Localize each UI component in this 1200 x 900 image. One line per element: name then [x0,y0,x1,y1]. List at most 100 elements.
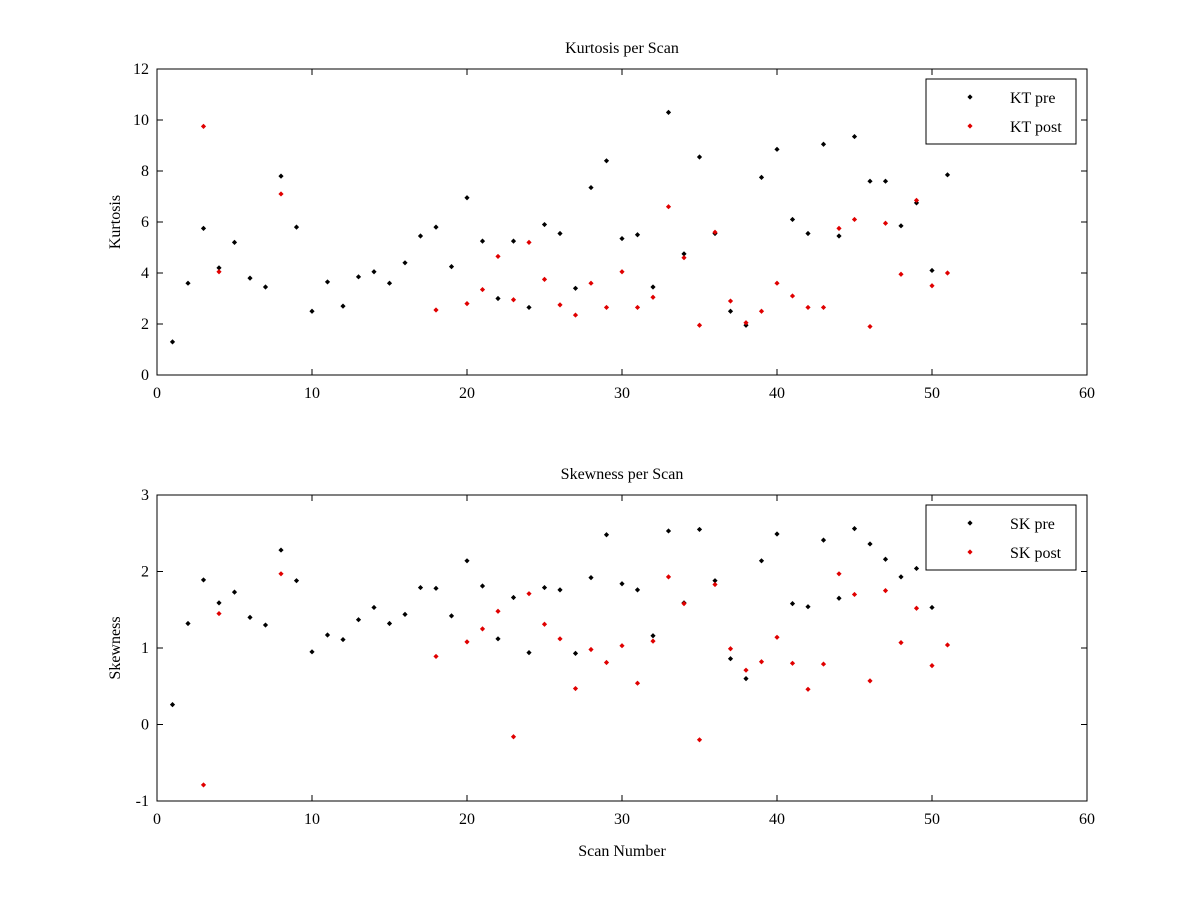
y-axis-label: Skewness [107,616,124,679]
data-point [805,304,811,311]
data-point [340,636,346,643]
data-point [572,685,579,692]
data-point [293,224,300,230]
data-point [696,154,703,160]
data-point [665,574,672,580]
x-tick-label: 30 [614,385,630,402]
data-point [603,158,610,164]
data-point [200,225,207,231]
data-point [743,667,749,673]
data-point [541,621,548,627]
data-point [851,133,858,140]
data-point [340,303,346,309]
data-point [417,584,424,591]
legend-label: KT pre [1010,90,1055,107]
data-point [681,601,687,607]
legend-marker [967,549,973,555]
data-point [526,239,532,245]
series-1 [169,526,935,708]
data-point [588,184,594,191]
data-point [944,270,951,276]
data-point [588,280,594,286]
data-point [200,123,207,129]
data-point [247,275,253,281]
legend-label: KT post [1010,119,1062,136]
legend-marker [967,520,973,526]
data-point [836,595,842,601]
data-point [278,547,284,553]
data-point [743,320,749,326]
data-point [371,269,377,275]
data-point [479,583,486,589]
data-point [851,216,858,223]
data-point [898,271,904,277]
data-point [820,661,827,667]
data-point [216,269,222,275]
data-point [650,294,656,300]
x-tick-label: 30 [614,811,630,828]
data-point [634,232,641,238]
data-point [495,636,501,642]
data-point [913,197,920,203]
data-point [433,224,439,230]
data-point [448,613,455,619]
data-point [216,600,222,606]
legend-marker [967,94,973,100]
series-2 [200,571,951,788]
data-point [774,280,780,286]
x-tick-label: 10 [304,811,320,828]
data-point [231,589,238,595]
data-point [495,608,501,614]
data-point [929,604,935,611]
y-tick-label: 10 [133,112,149,129]
data-point [402,611,408,617]
legend-label: SK pre [1010,516,1055,533]
data-point [402,260,408,266]
data-point [464,639,470,645]
chart-title: Skewness per Scan [561,466,684,483]
data-point [727,298,734,304]
data-point [557,230,563,237]
data-point [169,702,176,708]
data-point [557,587,563,593]
data-point [619,643,625,649]
data-point [588,575,594,581]
data-point [262,622,269,628]
data-point [789,216,796,223]
data-point [820,304,827,311]
data-point [774,146,780,152]
data-point [495,253,501,260]
data-point [278,571,284,577]
legend: SK pre SK post [925,504,1077,571]
data-point [278,191,284,197]
data-point [169,339,176,345]
data-point [603,659,610,666]
data-point [433,653,439,660]
data-point [433,307,439,313]
x-tick-label: 60 [1079,385,1095,402]
data-point [247,614,253,620]
data-point [541,276,548,282]
data-point [867,323,873,330]
data-point [913,565,920,572]
x-axis-label: Scan Number [578,843,666,860]
data-point [929,283,935,289]
data-point [727,646,734,652]
data-point [464,301,470,307]
data-point [479,626,486,632]
y-tick-label: 6 [141,214,149,231]
data-point [526,591,532,597]
data-point [836,225,842,231]
y-tick-label: 4 [141,265,149,282]
data-point [929,662,935,669]
y-tick-label: 3 [141,487,149,504]
data-point [526,304,532,311]
y-tick-label: 8 [141,163,149,180]
data-point [464,195,470,201]
y-tick-label: 1 [141,640,149,657]
data-point [541,221,548,228]
legend-box [925,504,1077,571]
data-point [712,581,718,588]
